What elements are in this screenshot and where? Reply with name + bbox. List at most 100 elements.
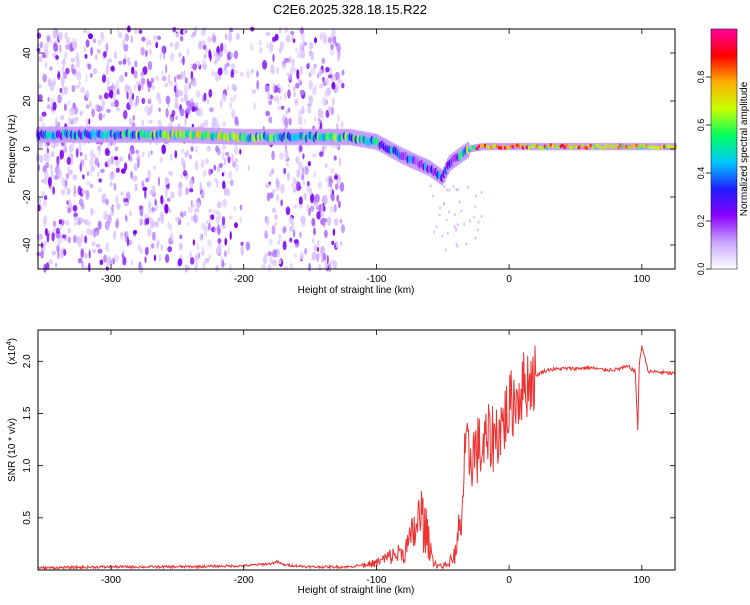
spectrogram-noise-speck <box>139 208 144 217</box>
spectrogram-noise-speck <box>268 46 273 53</box>
spectrogram-noise-speck <box>455 242 458 246</box>
spectrogram-noise-speck <box>115 107 121 112</box>
spectrogram-noise-speck <box>67 227 72 234</box>
snr-y-scale-close: ) <box>7 338 18 341</box>
spectrogram-noise-speck <box>317 181 323 189</box>
spectrogram-noise-speck <box>172 26 177 33</box>
spectrogram-noise-speck <box>59 149 65 160</box>
spectrogram-noise-speck <box>222 93 227 102</box>
spectrogram-noise-speck <box>337 78 340 84</box>
spectrogram-noise-speck <box>296 169 301 178</box>
spectrogram-noise-speck <box>333 74 337 82</box>
spectrogram-noise-speck <box>330 106 334 116</box>
colorbar: 0.0 0.2 0.4 0.6 0.8 Normalized spectral ampl… <box>696 28 750 275</box>
spectrogram-noise-speck <box>209 239 212 249</box>
snr-y-tick-label: 2.0 <box>22 354 33 368</box>
spectrogram-noise-speck <box>88 100 92 106</box>
spectrogram-noise-speck <box>60 76 65 87</box>
spectrogram-noise-speck <box>310 193 315 204</box>
spectrogram-noise-speck <box>272 53 275 63</box>
spectrogram-noise-speck <box>73 185 77 195</box>
spectrogram-noise-speck <box>341 82 345 89</box>
spectrogram-noise-speck <box>336 43 341 53</box>
spectrogram-noise-speck <box>262 60 268 70</box>
spectrogram-noise-speck <box>64 181 68 188</box>
spectrogram-noise-speck <box>73 212 78 218</box>
spectrogram-noise-speck <box>322 217 326 228</box>
spectrogram-noise-speck <box>116 203 121 210</box>
spectrogram-noise-speck <box>110 65 115 72</box>
spectrogram-noise-speck <box>224 69 229 75</box>
spectrogram-noise-speck <box>80 248 84 259</box>
spectrogram-noise-speck <box>226 84 230 92</box>
spectrogram-noise-speck <box>309 187 313 196</box>
spectrogram-noise-speck <box>144 189 147 199</box>
spectrogram-noise-speck <box>331 28 336 37</box>
spectrogram-noise-speck <box>169 41 174 48</box>
spectrogram-noise-speck <box>223 250 227 258</box>
spectrogram-noise-speck <box>203 228 208 237</box>
spectrogram-noise-speck <box>156 241 159 249</box>
spectrogram-noise-speck <box>124 71 128 77</box>
spectrogram-noise-speck <box>169 52 175 62</box>
colorbar-tick-label: 0.6 <box>696 119 706 132</box>
spectrogram-noise-speck <box>256 80 260 90</box>
spectrogram-noise-speck <box>129 155 133 163</box>
spectrogram-noise-speck <box>141 119 145 127</box>
spectrogram-noise-speck <box>218 162 223 169</box>
spectrogram-noise-speck <box>214 60 218 65</box>
spectrogram-noise-speck <box>278 259 282 265</box>
spectrogram-noise-speck <box>189 188 194 193</box>
spectrogram-noise-speck <box>227 156 231 164</box>
spectrogram-noise-speck <box>199 233 202 242</box>
spectrogram-noise-speck <box>217 67 223 76</box>
spectrogram-noise-speck <box>90 149 94 160</box>
spectrogram-noise-speck <box>89 183 94 189</box>
spectrogram-noise-speck <box>231 114 235 119</box>
spectrogram-noise-speck <box>159 53 162 60</box>
spectrogram-noise-speck <box>41 111 47 117</box>
spectrogram-noise-speck <box>105 65 109 76</box>
spectrogram-noise-speck <box>153 254 157 262</box>
spectrogram-noise-speck <box>271 189 276 194</box>
spectrogram-noise-speck <box>288 216 293 225</box>
spectrogram-noise-speck <box>56 237 62 248</box>
spectrogram-noise-speck <box>60 188 66 196</box>
spectrogram-noise-speck <box>45 63 48 69</box>
spectrogram-noise-speck <box>439 206 442 210</box>
spectrogram-noise-speck <box>107 158 111 166</box>
spectrogram-noise-speck <box>339 182 345 192</box>
spectrogram-noise-speck <box>171 109 176 117</box>
spectrogram-noise-speck <box>73 234 77 244</box>
spectrogram-noise-speck <box>318 264 322 271</box>
spectrogram-noise-speck <box>291 33 294 43</box>
spectrogram-noise-speck <box>81 203 85 210</box>
spectrogram-noise-speck <box>448 210 451 214</box>
spectrogram-noise-speck <box>139 218 143 226</box>
spectrogram-noise-speck <box>148 40 152 46</box>
spectrogram-y-label: Frequency (Hz) <box>7 115 18 184</box>
spectrogram-noise-speck <box>133 70 138 79</box>
spectrogram-noise-speck <box>43 195 48 201</box>
spectrogram-noise-speck <box>44 240 47 246</box>
spectrogram-noise-speck <box>250 43 254 51</box>
spectrogram-noise-speck <box>279 95 282 101</box>
spectrogram-noise-speck <box>276 106 281 111</box>
spectrogram-noise-speck <box>98 178 102 183</box>
spectrogram-noise-speck <box>201 40 206 46</box>
spectrogram-noise-speck <box>454 226 457 230</box>
spectrogram-noise-speck <box>208 254 211 261</box>
spectrogram-noise-speck <box>126 91 129 100</box>
spectrogram-noise-speck <box>226 51 232 61</box>
colorbar-ticks: 0.0 0.2 0.4 0.6 0.8 <box>696 71 711 275</box>
spectrogram-noise-speck <box>141 97 146 105</box>
spectrogram-noise-speck <box>133 163 138 172</box>
spectrogram-noise-speck <box>201 250 205 256</box>
spectrogram-noise-speck <box>88 118 91 125</box>
spectrogram-noise-speck <box>271 207 277 214</box>
spectrogram-noise-speck <box>316 211 321 220</box>
spectrogram-noise-speck <box>278 26 282 34</box>
spectrogram-noise-speck <box>110 102 115 108</box>
spectrogram-noise-speck <box>231 83 236 90</box>
